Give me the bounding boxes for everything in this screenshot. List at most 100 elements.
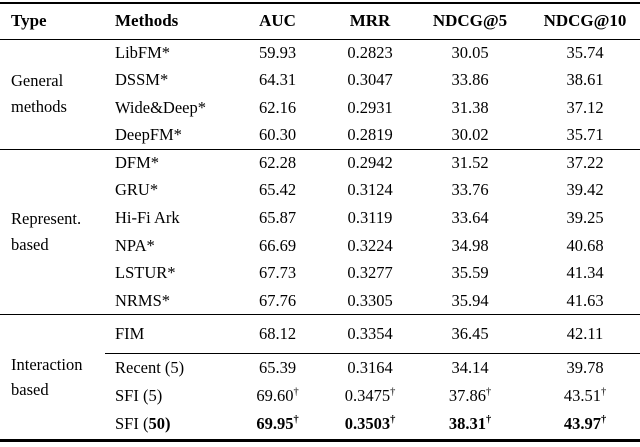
type-group-label: Interaction based xyxy=(0,314,105,442)
method-cell: SFI (50) xyxy=(105,409,225,442)
dagger-marker: † xyxy=(600,386,607,398)
dagger-marker: † xyxy=(600,414,607,426)
method-cell: NPA* xyxy=(115,235,155,255)
value-cell: 30.02 xyxy=(410,121,530,150)
value-cell: 31.38 xyxy=(451,97,489,117)
value-cell: 0.3354 xyxy=(330,314,410,355)
value-cell: 43.97† xyxy=(530,409,640,442)
method-cell: Hi-Fi Ark xyxy=(115,207,180,227)
value-cell: 0.3119 xyxy=(347,207,393,227)
header-row: Type Methods AUC MRR NDCG@5 NDCG@10 xyxy=(0,3,640,40)
method-cell: DeepFM* xyxy=(105,121,225,150)
value-cell: 0.2823 xyxy=(347,43,393,62)
value-cell: 37.86† xyxy=(448,385,492,405)
table-row: Wide&Deep* 62.16 0.2931 31.38 37.12 xyxy=(0,94,640,122)
value-cell: 41.63 xyxy=(530,286,640,316)
dagger-marker: † xyxy=(390,414,396,426)
value-cell: 36.45 xyxy=(410,314,530,355)
value-cell: 35.59 xyxy=(451,263,489,283)
value-cell: 0.3164 xyxy=(347,357,393,377)
table-row: Recent (5) 65.39 0.3164 34.14 39.78 xyxy=(0,354,640,382)
value-cell: 62.16 xyxy=(258,97,297,117)
value-cell: 64.31 xyxy=(258,70,297,90)
table-row: Represent. based DFM* 62.28 0.2942 31.52 37.2… xyxy=(0,149,640,316)
col-header-methods: Methods xyxy=(105,3,225,40)
value-cell: 39.78 xyxy=(566,357,604,377)
table-row: Hi-Fi Ark 65.87 0.3119 33.64 39.25 xyxy=(0,204,640,232)
dagger-marker: † xyxy=(485,414,492,426)
value-cell: 0.3124 xyxy=(347,180,393,200)
value-cell: 0.3277 xyxy=(347,263,393,283)
value-cell: 33.86 xyxy=(451,70,489,90)
method-cell: Wide&Deep* xyxy=(115,97,206,117)
value-cell: 59.93 xyxy=(258,43,297,62)
value-cell: 69.60† xyxy=(256,385,299,405)
value-cell: 66.69 xyxy=(258,235,297,255)
value-cell: 42.11 xyxy=(530,314,640,355)
value-cell: 34.98 xyxy=(451,235,489,255)
value-cell: 69.95† xyxy=(225,409,330,442)
table-row: NRMS* 67.76 0.3305 35.94 41.63 xyxy=(0,286,640,316)
table-row: DeepFM* 60.30 0.2819 30.02 35.71 xyxy=(0,121,640,150)
value-cell: 65.87 xyxy=(258,207,297,227)
method-cell: DSSM* xyxy=(115,70,169,90)
value-cell: 37.12 xyxy=(566,97,604,117)
table-row: Interaction based FIM 68.12 0.3354 36.45 42.1… xyxy=(0,314,640,442)
table-row: DSSM* 64.31 0.3047 33.86 38.61 xyxy=(0,67,640,95)
value-cell: 60.30 xyxy=(225,121,330,150)
value-cell: 35.74 xyxy=(566,43,604,62)
value-cell: 67.76 xyxy=(225,286,330,316)
table-row: General methods LibFM* 59.93 0.2823 30.05 35.… xyxy=(0,39,640,150)
method-cell: NRMS* xyxy=(105,286,225,316)
table-row: SFI (5) 69.60† 0.3475† 37.86† 43.51† xyxy=(0,382,640,410)
col-header-ndcg10: NDCG@10 xyxy=(530,3,640,40)
table-row: NPA* 66.69 0.3224 34.98 40.68 xyxy=(0,232,640,260)
value-cell: 33.76 xyxy=(451,180,489,200)
type-group-label: General methods xyxy=(0,39,105,150)
table-body: General methods LibFM* 59.93 0.2823 30.05 35.… xyxy=(0,39,640,442)
value-cell: 41.34 xyxy=(566,263,604,283)
method-cell: LSTUR* xyxy=(115,263,176,283)
col-header-type: Type xyxy=(0,3,105,40)
value-cell: 0.2819 xyxy=(330,121,410,150)
value-cell: 0.3503† xyxy=(330,409,410,442)
table-header: Type Methods AUC MRR NDCG@5 NDCG@10 xyxy=(0,3,640,40)
value-cell: 38.31† xyxy=(410,409,530,442)
table-row: GRU* 65.42 0.3124 33.76 39.42 xyxy=(0,177,640,205)
method-cell: LibFM* xyxy=(115,43,171,62)
dagger-marker: † xyxy=(390,386,396,398)
value-cell: 43.51† xyxy=(563,385,607,405)
value-cell: 40.68 xyxy=(566,235,604,255)
value-cell: 65.39 xyxy=(258,357,297,377)
table-row: LSTUR* 67.73 0.3277 35.59 41.34 xyxy=(0,259,640,287)
value-cell: 0.2931 xyxy=(347,97,393,117)
method-cell: Recent (5) xyxy=(115,357,185,377)
table-row: SFI (50) 69.95† 0.3503† 38.31† 43.97† xyxy=(0,409,640,442)
method-cell: DFM* xyxy=(115,153,160,173)
value-cell: 30.05 xyxy=(451,43,489,62)
value-cell: 67.73 xyxy=(258,263,297,283)
type-group-label: Represent. based xyxy=(0,149,105,316)
method-cell: FIM xyxy=(105,314,225,355)
value-cell: 37.22 xyxy=(566,153,604,173)
value-cell: 31.52 xyxy=(451,153,489,173)
value-cell: 34.14 xyxy=(451,357,489,377)
value-cell: 38.61 xyxy=(566,70,604,90)
dagger-marker: † xyxy=(485,386,492,398)
col-header-mrr: MRR xyxy=(330,3,410,40)
value-cell: 65.42 xyxy=(258,180,297,200)
value-cell: 0.3047 xyxy=(347,70,393,90)
value-cell: 0.3305 xyxy=(330,286,410,316)
value-cell: 39.25 xyxy=(566,207,604,227)
value-cell: 0.3475† xyxy=(344,385,396,405)
value-cell: 68.12 xyxy=(225,314,330,355)
value-cell: 0.3224 xyxy=(347,235,393,255)
method-cell: SFI (5) xyxy=(115,385,163,405)
dagger-marker: † xyxy=(293,414,299,426)
value-cell: 0.2942 xyxy=(347,153,393,173)
col-header-auc: AUC xyxy=(225,3,330,40)
value-cell: 39.42 xyxy=(566,180,604,200)
value-cell: 35.71 xyxy=(530,121,640,150)
